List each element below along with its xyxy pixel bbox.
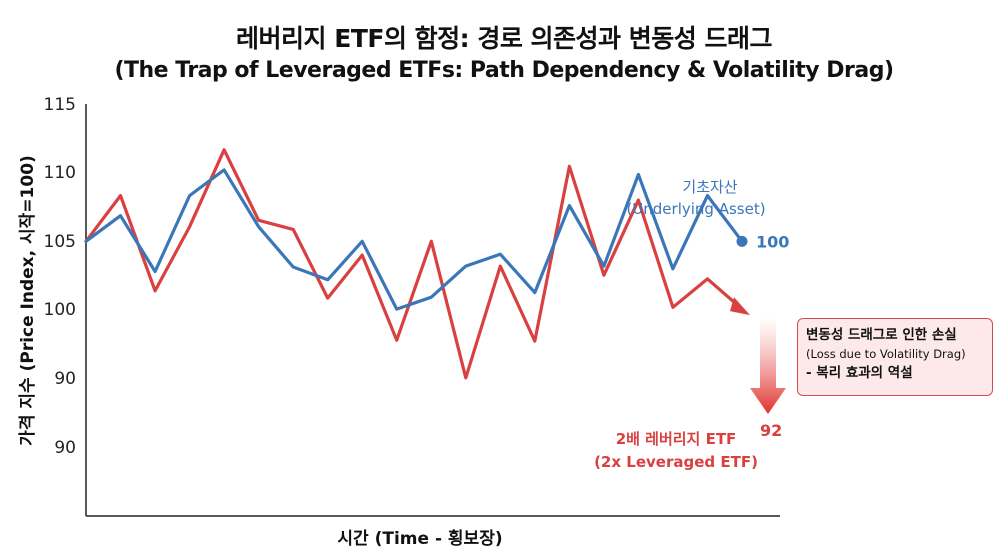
y-tick-label-3: 100 xyxy=(44,300,76,320)
volatility-drag-annotation: 변동성 드래그로 인한 손실 (Loss due to Volatility D… xyxy=(797,318,993,396)
y-tick-label-2: 105 xyxy=(44,232,76,252)
chart-subtitle: (The Trap of Leveraged ETFs: Path Depend… xyxy=(114,58,894,83)
y-tick-label-5: 90 xyxy=(54,438,76,458)
underlying-asset-end-label: 100 xyxy=(756,232,789,251)
chart-title: 레버리지 ETF의 함정: 경로 의존성과 변동성 드래그 xyxy=(236,24,772,53)
leveraged-etf-line xyxy=(84,148,744,380)
annotation-line2: (Loss due to Volatility Drag) xyxy=(806,347,966,361)
leveraged-etf-end-arrowhead xyxy=(730,297,750,316)
underlying-asset-end-marker xyxy=(736,235,748,247)
y-tick-label-1: 110 xyxy=(44,163,76,183)
volatility-drag-arrow xyxy=(750,318,786,414)
annotation-line1: 변동성 드래그로 인한 손실 xyxy=(806,327,957,343)
y-tick-label-0: 115 xyxy=(44,95,76,115)
title-block: 레버리지 ETF의 함정: 경로 의존성과 변동성 드래그 (The Trap … xyxy=(0,22,1008,86)
x-axis-label: 시간 (Time - 횡보장) xyxy=(337,529,503,549)
leveraged-etf-label-en: (2x Leveraged ETF) xyxy=(594,453,758,471)
underlying-asset-line xyxy=(84,168,744,311)
underlying-asset-label-en: (Underlying Asset) xyxy=(626,200,765,218)
leveraged-etf-label: 2배 레버리지 ETF xyxy=(616,430,737,448)
leveraged-etf-end-label: 92 xyxy=(760,421,782,440)
underlying-asset-label: 기초자산 xyxy=(682,178,737,196)
y-tick-label-4: 90 xyxy=(54,369,76,389)
annotation-line3: - 복리 효과의 역설 xyxy=(806,365,913,381)
